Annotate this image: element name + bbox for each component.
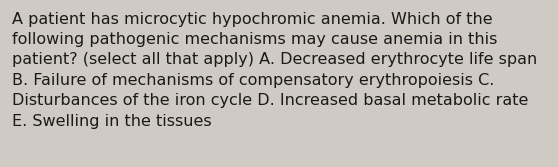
Text: A patient has microcytic hypochromic anemia. Which of the
following pathogenic m: A patient has microcytic hypochromic ane… [12, 12, 537, 129]
